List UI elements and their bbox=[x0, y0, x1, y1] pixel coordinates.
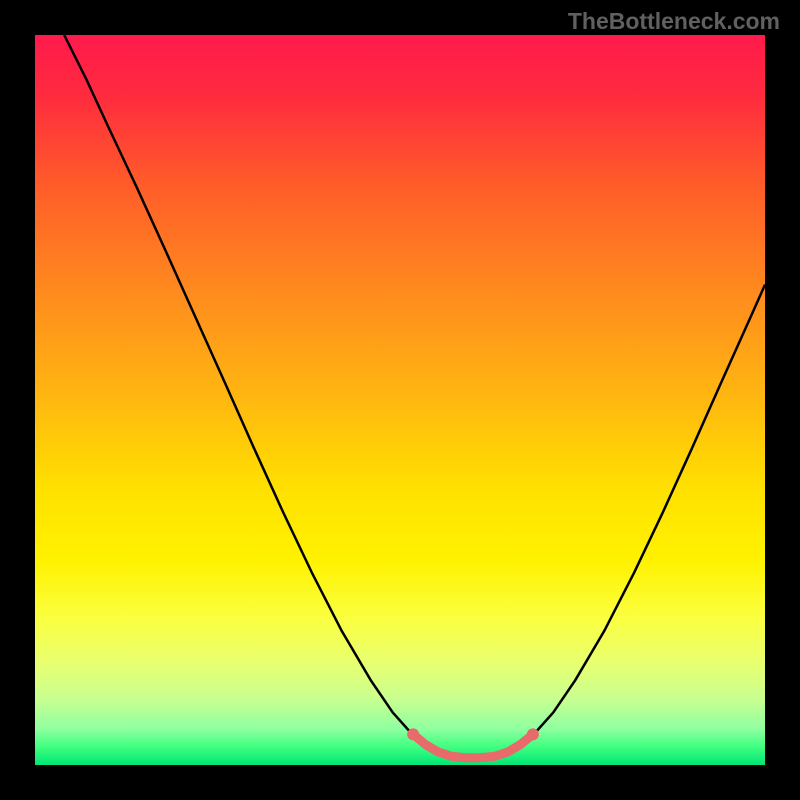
gradient-background bbox=[35, 35, 765, 765]
highlight-endpoint-2 bbox=[527, 728, 539, 740]
watermark-text: TheBottleneck.com bbox=[568, 8, 780, 35]
plot-area bbox=[35, 35, 765, 765]
chart-container: TheBottleneck.com bbox=[0, 0, 800, 800]
highlight-endpoint-1 bbox=[407, 728, 419, 740]
